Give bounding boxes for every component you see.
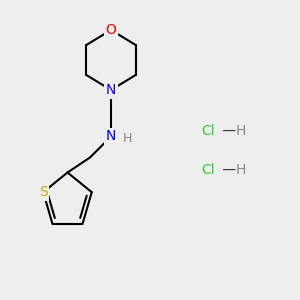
Text: S: S: [39, 185, 48, 199]
Text: O: O: [106, 23, 116, 37]
Text: N: N: [106, 130, 116, 143]
Text: N: N: [106, 83, 116, 97]
Text: Cl: Cl: [201, 124, 214, 137]
Text: H: H: [123, 131, 132, 145]
Text: —: —: [218, 124, 240, 137]
Text: Cl: Cl: [201, 163, 214, 176]
Text: H: H: [236, 124, 246, 137]
Text: H: H: [236, 163, 246, 176]
Text: —: —: [218, 163, 240, 176]
